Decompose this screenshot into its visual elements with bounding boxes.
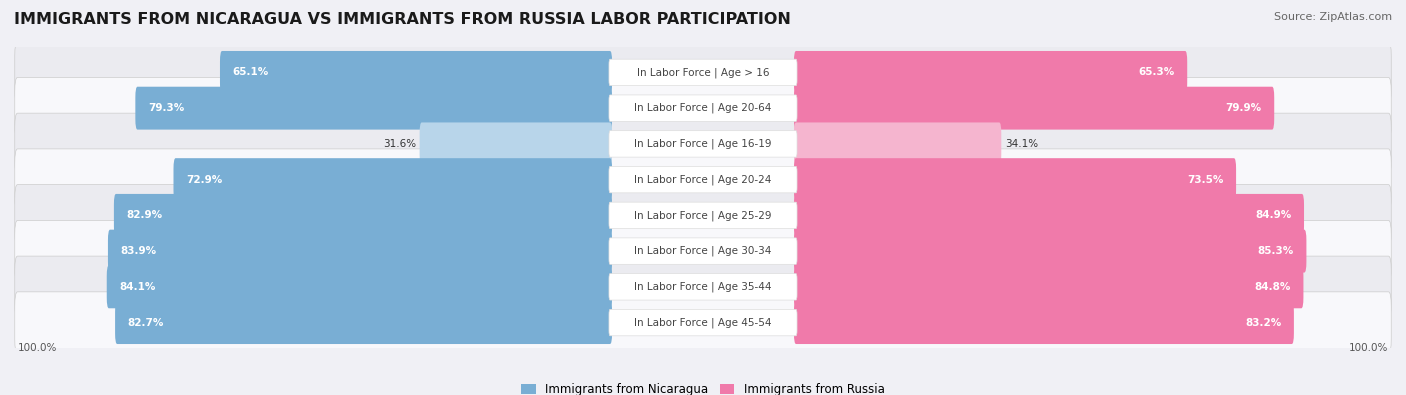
FancyBboxPatch shape: [794, 122, 1001, 166]
FancyBboxPatch shape: [14, 184, 1392, 246]
FancyBboxPatch shape: [14, 149, 1392, 211]
Text: 65.3%: 65.3%: [1139, 68, 1175, 77]
Text: 100.0%: 100.0%: [17, 342, 56, 353]
FancyBboxPatch shape: [609, 166, 797, 193]
Text: IMMIGRANTS FROM NICARAGUA VS IMMIGRANTS FROM RUSSIA LABOR PARTICIPATION: IMMIGRANTS FROM NICARAGUA VS IMMIGRANTS …: [14, 12, 792, 27]
FancyBboxPatch shape: [107, 265, 612, 308]
Text: In Labor Force | Age 25-29: In Labor Force | Age 25-29: [634, 210, 772, 221]
FancyBboxPatch shape: [794, 51, 1187, 94]
FancyBboxPatch shape: [609, 274, 797, 300]
Text: 84.8%: 84.8%: [1254, 282, 1291, 292]
FancyBboxPatch shape: [609, 59, 797, 86]
Text: In Labor Force | Age 20-24: In Labor Force | Age 20-24: [634, 174, 772, 185]
FancyBboxPatch shape: [609, 131, 797, 157]
FancyBboxPatch shape: [14, 113, 1392, 175]
FancyBboxPatch shape: [609, 309, 797, 336]
Text: 72.9%: 72.9%: [186, 175, 222, 184]
FancyBboxPatch shape: [794, 229, 1306, 273]
Text: 73.5%: 73.5%: [1187, 175, 1223, 184]
FancyBboxPatch shape: [794, 87, 1274, 130]
Text: 82.7%: 82.7%: [128, 318, 165, 327]
FancyBboxPatch shape: [14, 77, 1392, 139]
Text: 84.1%: 84.1%: [120, 282, 156, 292]
Text: In Labor Force | Age 35-44: In Labor Force | Age 35-44: [634, 282, 772, 292]
FancyBboxPatch shape: [114, 194, 612, 237]
FancyBboxPatch shape: [609, 238, 797, 264]
Text: 83.9%: 83.9%: [121, 246, 156, 256]
FancyBboxPatch shape: [173, 158, 612, 201]
Text: In Labor Force | Age > 16: In Labor Force | Age > 16: [637, 67, 769, 78]
Text: 65.1%: 65.1%: [232, 68, 269, 77]
Text: 31.6%: 31.6%: [382, 139, 416, 149]
Text: In Labor Force | Age 16-19: In Labor Force | Age 16-19: [634, 139, 772, 149]
FancyBboxPatch shape: [14, 220, 1392, 282]
Text: 85.3%: 85.3%: [1258, 246, 1294, 256]
FancyBboxPatch shape: [14, 256, 1392, 318]
FancyBboxPatch shape: [609, 202, 797, 229]
FancyBboxPatch shape: [419, 122, 612, 166]
FancyBboxPatch shape: [108, 229, 612, 273]
Text: 100.0%: 100.0%: [1350, 342, 1389, 353]
Text: 82.9%: 82.9%: [127, 211, 163, 220]
FancyBboxPatch shape: [794, 301, 1294, 344]
Text: Source: ZipAtlas.com: Source: ZipAtlas.com: [1274, 12, 1392, 22]
Text: In Labor Force | Age 30-34: In Labor Force | Age 30-34: [634, 246, 772, 256]
Text: 84.9%: 84.9%: [1256, 211, 1292, 220]
FancyBboxPatch shape: [135, 87, 612, 130]
FancyBboxPatch shape: [115, 301, 612, 344]
Text: 83.2%: 83.2%: [1246, 318, 1281, 327]
FancyBboxPatch shape: [14, 42, 1392, 103]
FancyBboxPatch shape: [794, 158, 1236, 201]
FancyBboxPatch shape: [794, 194, 1303, 237]
FancyBboxPatch shape: [609, 95, 797, 121]
Text: In Labor Force | Age 45-54: In Labor Force | Age 45-54: [634, 317, 772, 328]
FancyBboxPatch shape: [14, 292, 1392, 353]
Text: 79.3%: 79.3%: [148, 103, 184, 113]
Text: In Labor Force | Age 20-64: In Labor Force | Age 20-64: [634, 103, 772, 113]
Legend: Immigrants from Nicaragua, Immigrants from Russia: Immigrants from Nicaragua, Immigrants fr…: [522, 383, 884, 395]
Text: 79.9%: 79.9%: [1226, 103, 1261, 113]
FancyBboxPatch shape: [794, 265, 1303, 308]
Text: 34.1%: 34.1%: [1005, 139, 1038, 149]
FancyBboxPatch shape: [219, 51, 612, 94]
